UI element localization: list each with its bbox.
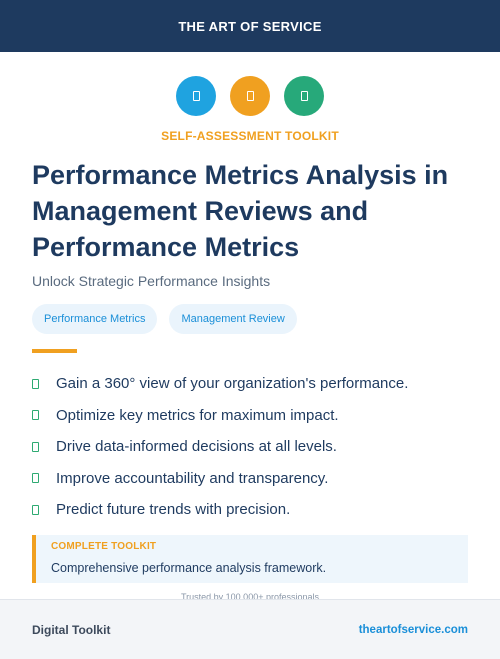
tag-performance-metrics: Performance Metrics	[32, 304, 158, 334]
document-icon	[230, 76, 270, 116]
benefit-text: Improve accountability and transparency.	[56, 469, 329, 487]
benefit-item: Improve accountability and transparency.	[32, 463, 472, 495]
callout-text: Comprehensive performance analysis frame…	[51, 561, 327, 575]
benefit-item: Predict future trends with precision.	[32, 494, 472, 526]
footer-label: Digital Toolkit	[32, 622, 111, 637]
icon-row	[0, 76, 500, 116]
toolkit-eyebrow: SELF-ASSESSMENT TOOLKIT	[161, 129, 339, 143]
document-icon	[284, 76, 324, 116]
benefit-text: Optimize key metrics for maximum impact.	[56, 406, 339, 424]
page-subtitle: Unlock Strategic Performance Insights	[32, 273, 271, 289]
page-title: Performance Metrics Analysis in Manageme…	[32, 160, 449, 262]
check-icon	[32, 410, 39, 421]
accent-divider	[32, 349, 77, 353]
brand-name: THE ART OF SERVICE	[178, 18, 322, 34]
benefit-item: Drive data-informed decisions at all lev…	[32, 431, 472, 463]
document-icon	[176, 76, 216, 116]
check-icon	[32, 441, 39, 452]
check-icon	[32, 378, 39, 389]
tag-list: Performance Metrics Management Review	[32, 304, 297, 334]
page-footer: Digital Toolkit theartofservice.com	[0, 599, 500, 659]
website-link[interactable]: theartofservice.com	[358, 623, 468, 636]
check-icon	[32, 504, 39, 515]
benefit-text: Gain a 360° view of your organization's …	[56, 375, 409, 393]
benefit-item: Gain a 360° view of your organization's …	[32, 368, 472, 400]
callout-label: COMPLETE TOOLKIT	[51, 541, 157, 552]
toolkit-callout: COMPLETE TOOLKIT Comprehensive performan…	[32, 535, 468, 583]
trust-note: Trusted by 100,000+ professionals	[180, 592, 319, 602]
brand-header: THE ART OF SERVICE	[0, 0, 500, 52]
benefit-text: Predict future trends with precision.	[56, 501, 291, 519]
benefit-text: Drive data-informed decisions at all lev…	[56, 438, 337, 456]
benefit-list: Gain a 360° view of your organization's …	[32, 368, 472, 526]
benefit-item: Optimize key metrics for maximum impact.	[32, 400, 472, 432]
check-icon	[32, 473, 39, 484]
tag-management-review: Management Review	[169, 304, 297, 334]
